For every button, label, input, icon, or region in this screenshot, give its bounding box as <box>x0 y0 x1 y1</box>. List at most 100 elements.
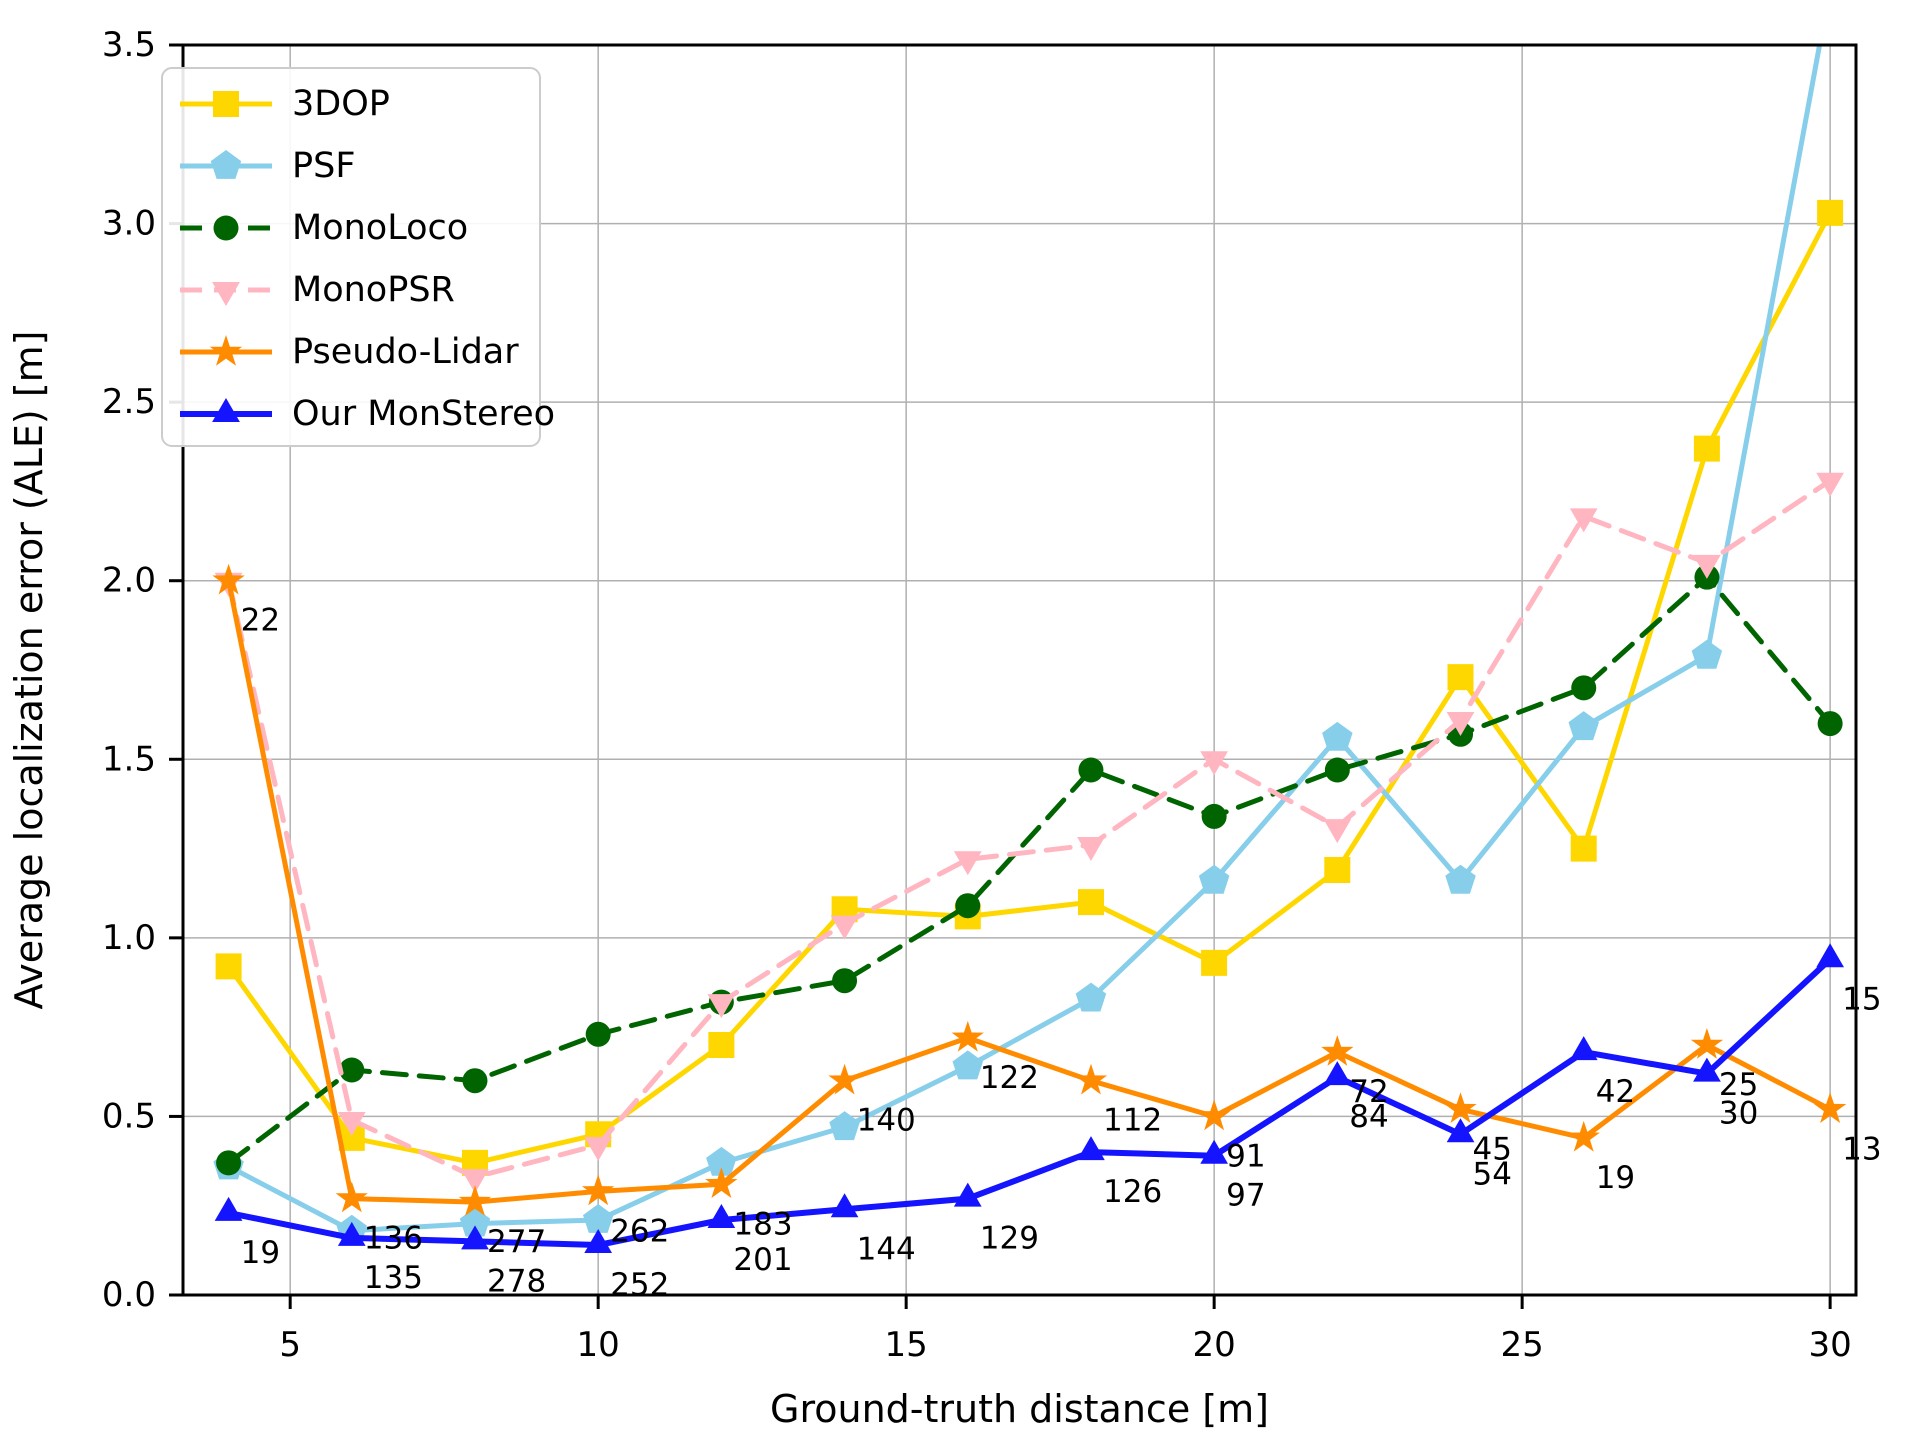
count-label-our-monstereo: 252 <box>610 1267 669 1303</box>
series-layer <box>212 45 1847 1253</box>
count-label-our-monstereo: 15 <box>1842 981 1881 1017</box>
series-3dop-marker <box>1447 664 1474 691</box>
count-label-pseudo-lidar: 91 <box>1226 1138 1265 1174</box>
legend-triangle-up-icon <box>212 398 240 422</box>
series-monopsr-marker <box>461 1169 489 1194</box>
series-our-monstereo-line <box>225 956 1834 1248</box>
series-pseudo-lidar-marker <box>582 1174 615 1206</box>
legend-circle-icon <box>213 215 239 241</box>
series-our-monstereo-marker <box>584 1229 612 1253</box>
y-tick-label: 2.0 <box>102 561 156 601</box>
legend-item-3dop: 3DOP <box>180 84 390 124</box>
series-monopsr-marker <box>1200 751 1228 776</box>
series-pseudo-lidar-marker <box>1690 1028 1724 1059</box>
series-monoloco-marker <box>955 893 981 919</box>
series-psf-marker <box>1075 982 1107 1012</box>
count-label-pseudo-lidar: 45 <box>1473 1131 1512 1167</box>
count-label-our-monstereo: 135 <box>364 1260 423 1296</box>
count-label-our-monstereo: 97 <box>1226 1178 1265 1214</box>
y-tick-labels: 0.0 0.5 1.0 1.5 2.0 2.5 3.0 3.5 <box>102 25 156 1315</box>
series-our-monstereo-marker <box>1446 1118 1475 1143</box>
count-label-pseudo-lidar: 122 <box>980 1060 1039 1096</box>
y-tick-label: 1.0 <box>102 918 156 958</box>
y-tick-label: 0.5 <box>102 1096 156 1136</box>
series-psf-marker <box>583 1204 614 1233</box>
series-pseudo-lidar-marker <box>951 1020 984 1052</box>
y-tick-label: 0.0 <box>102 1275 156 1315</box>
series-monopsr <box>214 472 1844 1194</box>
legend-item-psf: PSF <box>180 146 355 186</box>
series-psf-marker <box>1691 639 1723 669</box>
count-label-pseudo-lidar: 136 <box>364 1221 423 1257</box>
count-label-pseudo-lidar: 112 <box>1103 1103 1162 1139</box>
series-3dop-marker <box>708 1032 735 1058</box>
series-monoloco-marker <box>1078 757 1104 783</box>
x-tick-label: 15 <box>885 1325 928 1365</box>
series-3dop-marker <box>338 1124 365 1151</box>
count-label-pseudo-lidar: 140 <box>857 1103 916 1139</box>
series-monopsr-marker <box>1816 472 1844 497</box>
legend-label: Pseudo-Lidar <box>292 332 519 372</box>
series-3dop-marker <box>1324 857 1351 883</box>
legend-item-our-monstereo: Our MonStereo <box>180 394 555 434</box>
series-psf-marker <box>1322 721 1353 751</box>
series-our-monstereo-marker <box>214 1196 243 1221</box>
count-label-our-monstereo: 126 <box>1103 1174 1162 1210</box>
series-monopsr-marker <box>830 915 859 940</box>
series-monopsr-marker <box>1077 837 1105 861</box>
series-pseudo-lidar-marker <box>335 1181 368 1213</box>
series-psf-marker <box>459 1207 491 1237</box>
series-pseudo-lidar-marker <box>828 1063 861 1095</box>
series-monoloco-marker <box>585 1021 611 1047</box>
legend-label: Our MonStereo <box>292 394 555 434</box>
series-pseudo-lidar-marker <box>1567 1120 1600 1152</box>
series-pseudo-lidar-marker <box>705 1167 738 1198</box>
series-monopsr-marker <box>584 1137 612 1161</box>
count-label-our-monstereo: 84 <box>1349 1099 1388 1135</box>
series-monopsr-marker <box>1446 712 1475 736</box>
series-our-monstereo-marker <box>707 1204 736 1228</box>
count-label-pseudo-lidar: 72 <box>1349 1074 1388 1110</box>
series-pseudo-lidar-marker <box>1444 1092 1477 1123</box>
legend-square-icon <box>213 91 239 117</box>
series-psf-marker <box>1198 864 1230 894</box>
series-psf-marker <box>706 1146 737 1176</box>
y-tick-label: 2.5 <box>102 382 156 422</box>
series-monoloco-marker <box>339 1057 365 1083</box>
count-label-our-monstereo: 201 <box>733 1242 792 1278</box>
legend-label: 3DOP <box>292 84 390 124</box>
series-3dop-marker <box>1693 435 1720 462</box>
point-count-annotations: 22 136 277 262 183 140 122 112 91 72 45 19 25 13 19 135… <box>241 603 1882 1303</box>
count-label-pseudo-lidar: 13 <box>1842 1131 1881 1167</box>
series-pseudo-lidar <box>212 563 1847 1216</box>
x-axis-label: Ground-truth distance [m] <box>770 1387 1269 1431</box>
series-3dop-marker <box>1078 889 1104 916</box>
series-psf-marker <box>1568 711 1599 741</box>
legend-item-monopsr: MonoPSR <box>180 270 455 310</box>
series-monoloco-marker <box>1201 803 1227 829</box>
count-label-pseudo-lidar: 183 <box>733 1206 792 1242</box>
series-3dop-marker <box>1201 949 1228 976</box>
series-monopsr-marker <box>1323 819 1352 844</box>
series-monopsr-line <box>226 478 1833 1180</box>
series-pseudo-lidar-marker <box>458 1185 492 1216</box>
count-label-our-monstereo: 19 <box>241 1235 280 1271</box>
count-label-pseudo-lidar: 22 <box>241 603 280 639</box>
series-our-monstereo-marker <box>953 1182 982 1207</box>
series-3dop-marker <box>1817 199 1844 226</box>
count-label-our-monstereo: 129 <box>980 1221 1039 1257</box>
series-monopsr-marker <box>1693 554 1721 579</box>
x-tick-label: 30 <box>1808 1325 1851 1365</box>
series-psf-marker <box>1445 864 1476 894</box>
y-tick-label: 3.0 <box>102 204 156 244</box>
legend-label: MonoPSR <box>292 270 455 310</box>
series-our-monstereo-marker <box>1323 1061 1352 1086</box>
series-monoloco-marker <box>1571 675 1597 701</box>
y-tick-label: 3.5 <box>102 25 156 65</box>
series-our-monstereo-marker <box>830 1193 859 1218</box>
series-our-monstereo-marker <box>461 1225 489 1250</box>
legend-label: PSF <box>292 146 355 186</box>
x-tick-label: 5 <box>279 1325 301 1365</box>
